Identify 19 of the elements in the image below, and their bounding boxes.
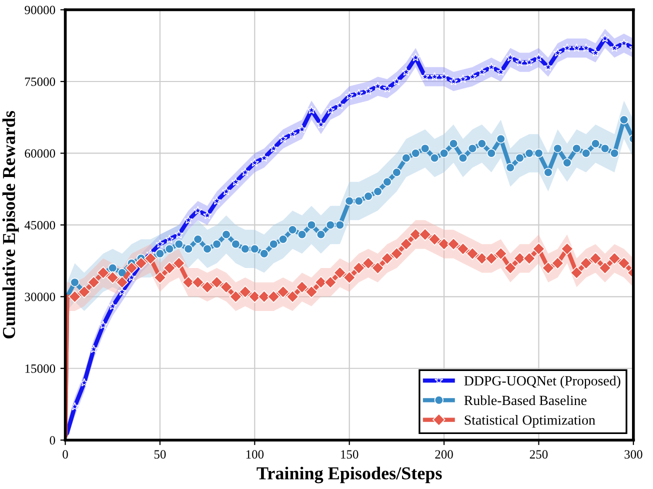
x-tick-label: 100 <box>246 450 264 459</box>
legend-label: Ruble-Based Baseline <box>464 395 586 406</box>
y-tick-label: 15000 <box>25 364 56 373</box>
y-tick-label: 0 <box>50 436 56 445</box>
y-tick-label: 30000 <box>24 292 56 302</box>
legend-label: Statistical Optimization <box>464 415 596 428</box>
x-tick-label: 150 <box>341 450 358 459</box>
y-tick-label: 90000 <box>24 6 56 14</box>
x-tick-label: 50 <box>154 450 166 459</box>
x-tick-label: 300 <box>624 450 642 459</box>
y-tick-label: 45000 <box>24 220 56 230</box>
legend-label: DDPG-UOQNet (Proposed) <box>464 376 620 388</box>
y-tick-label: 60000 <box>24 149 56 158</box>
x-tick-label: 0 <box>62 450 68 459</box>
x-axis-title: Training Episodes/Steps <box>256 466 442 484</box>
y-axis-title: Cumulative Episode Rewards <box>2 111 19 338</box>
x-tick-label: 250 <box>530 450 548 459</box>
y-tick-label: 75000 <box>25 78 56 86</box>
x-tick-label: 200 <box>435 450 453 459</box>
